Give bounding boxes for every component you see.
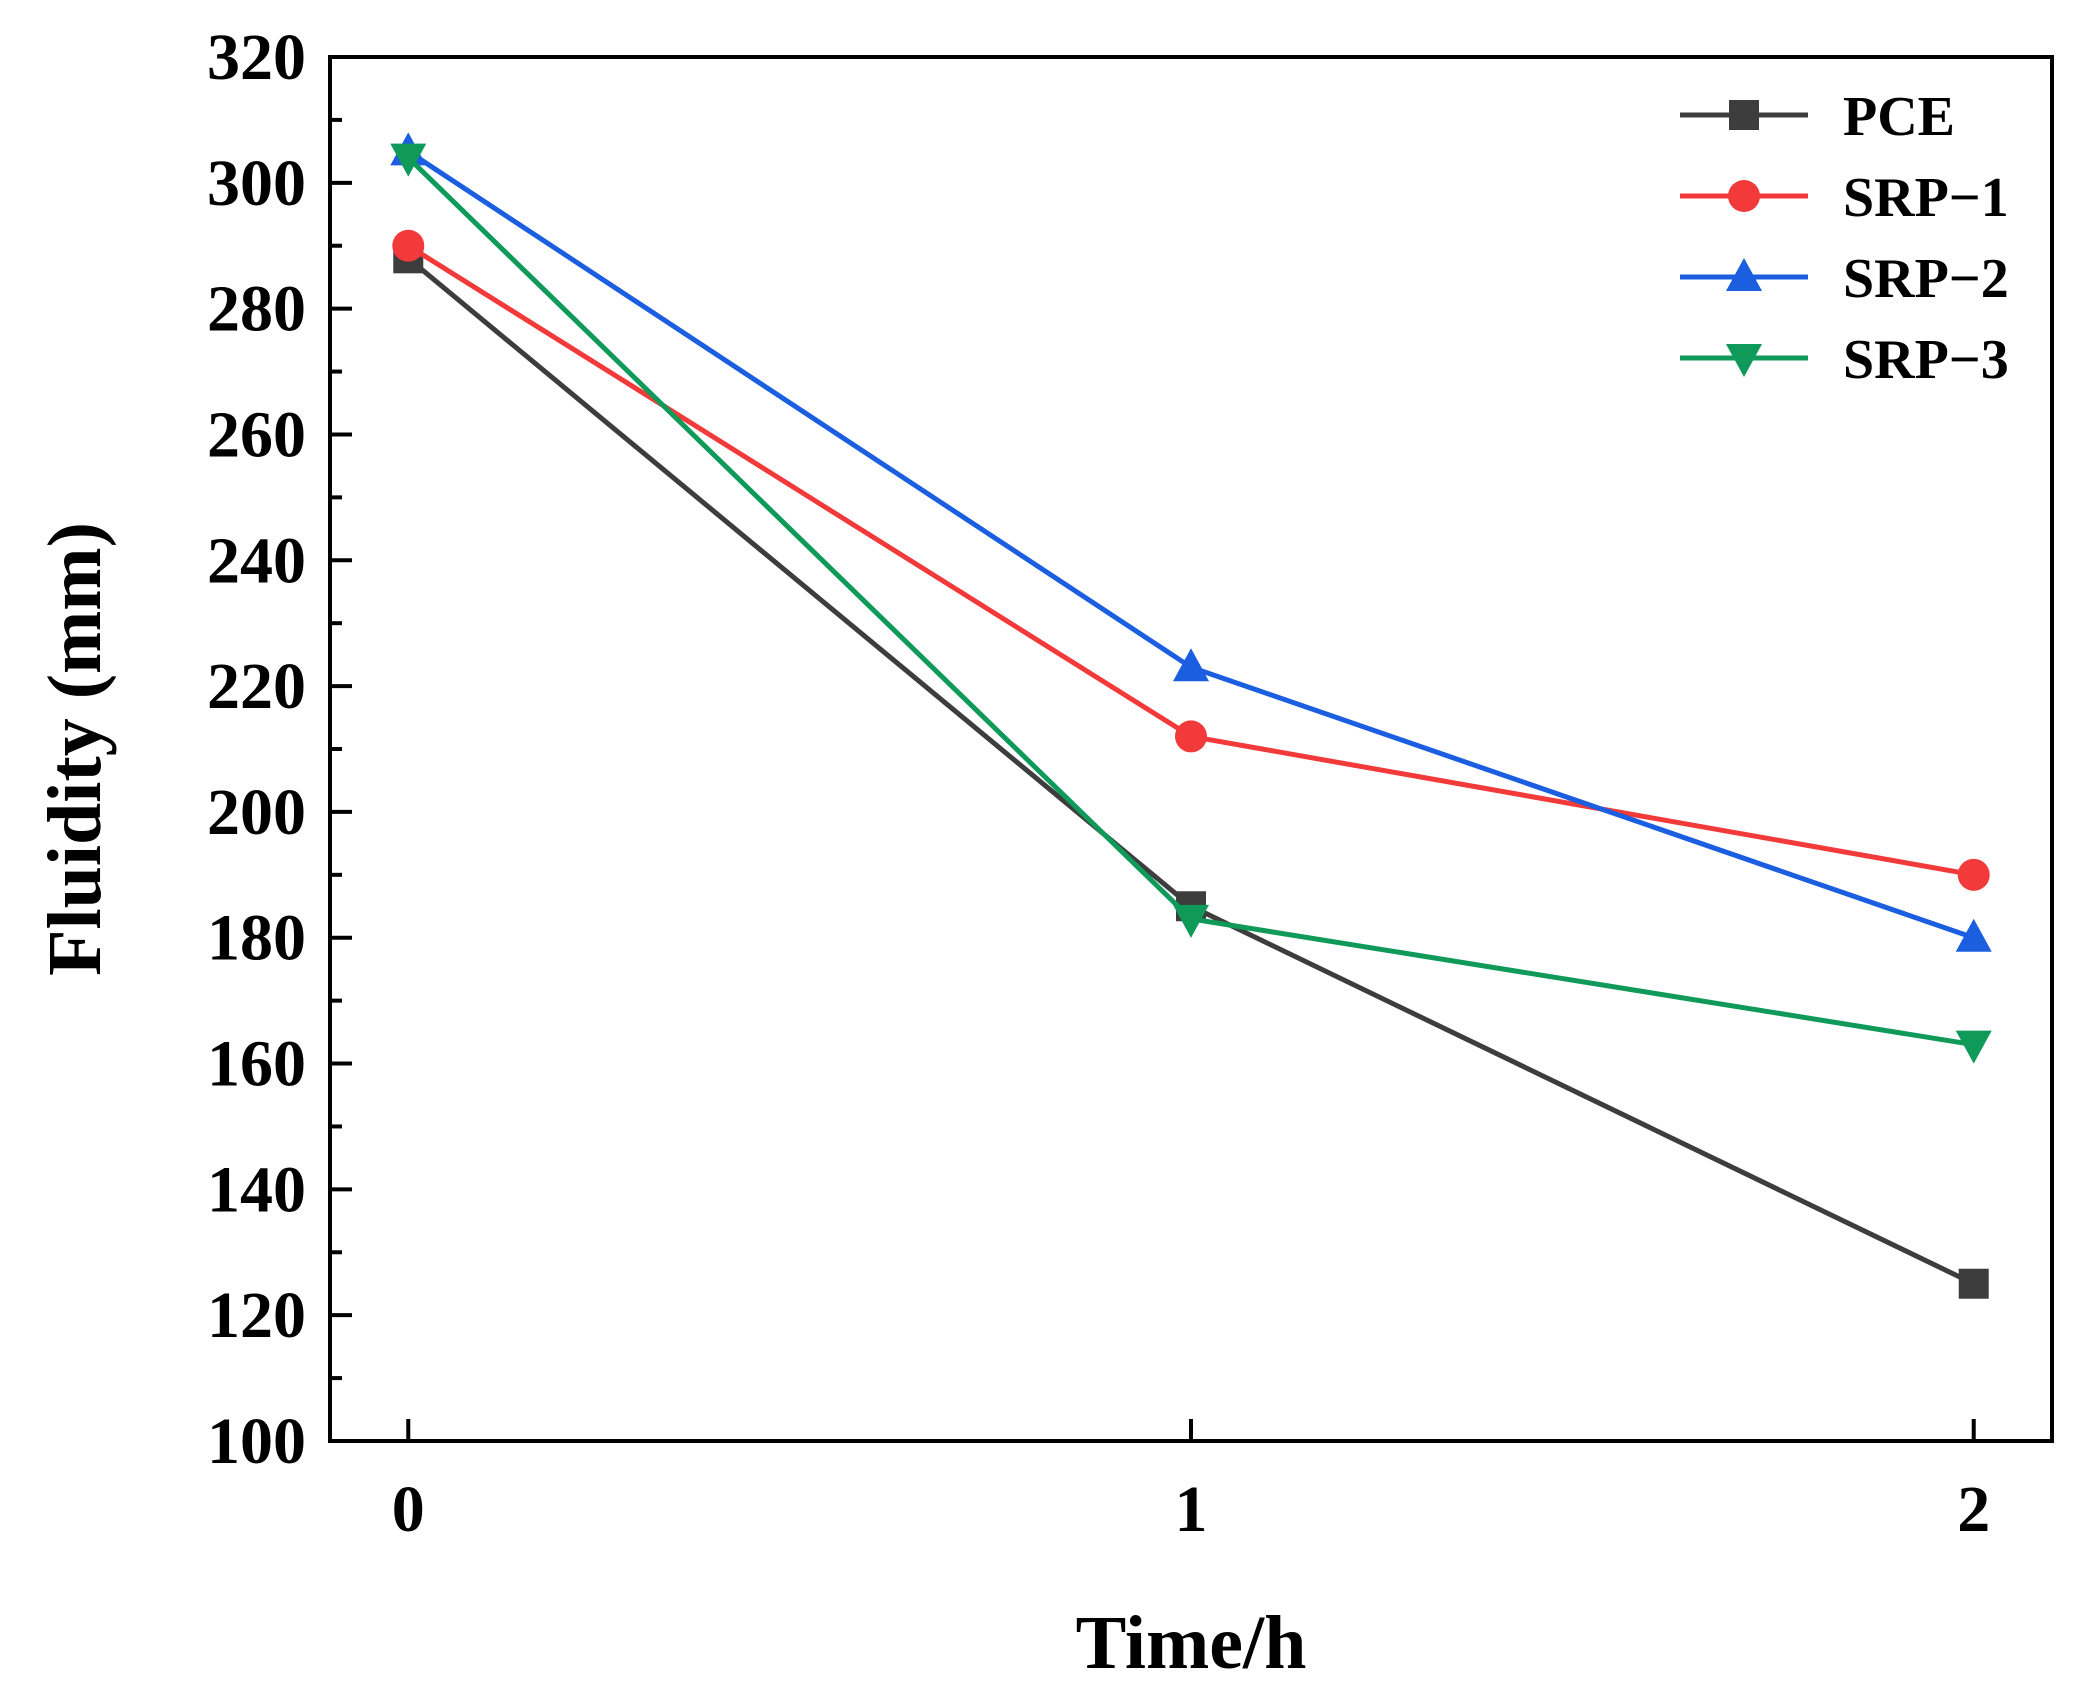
x-tick-label: 1 [1175,1473,1208,1546]
legend-marker [1729,100,1759,130]
legend-label: SRP−1 [1843,167,2009,229]
y-tick-label: 280 [207,273,306,346]
y-tick-label: 260 [207,398,306,471]
series-SRP−1 [392,229,1990,891]
y-tick-label: 220 [207,650,306,723]
legend-item: PCE [1680,86,1955,148]
y-tick-label: 180 [207,902,306,975]
y-tick-label: 100 [207,1405,306,1478]
series-line [406,256,1975,1286]
x-axis-title: Time/h [1076,1601,1307,1685]
series-PCE [393,243,1989,1299]
y-tick-label: 200 [207,776,306,849]
data-point [1955,1030,1992,1064]
y-tick-label: 120 [207,1279,306,1352]
y-axis: 100 120 140 160 180 200 220 240 260 280 300 320 [207,21,352,1478]
x-tick-label: 2 [1957,1473,1990,1546]
series-SRP−3 [390,143,1992,1064]
series-SRP−2 [390,132,1992,952]
legend-label: SRP−3 [1843,329,2009,391]
data-point [392,229,425,262]
data-point [1955,918,1992,952]
y-tick-label: 140 [207,1153,306,1226]
data-point [390,143,427,177]
legend-marker [1726,344,1762,377]
data-point [1175,720,1207,753]
y-tick-label: 240 [207,524,306,597]
series-group [390,132,1992,1299]
data-point [1958,1268,1989,1299]
legend-item: SRP−2 [1680,248,2009,310]
legend-label: SRP−2 [1843,248,2009,310]
legend-label: PCE [1843,86,1955,148]
legend-marker [1726,258,1762,291]
data-point [1173,904,1209,938]
data-point [1173,648,1209,682]
data-point [1957,858,1990,891]
y-axis-title: Fluidity (mm) [33,522,117,976]
legend-item: SRP−1 [1680,167,2009,229]
series-line [406,243,1975,878]
legend: PCE SRP−1 SRP−2 SRP−3 [1680,86,2009,391]
legend-item: SRP−3 [1680,329,2009,391]
y-tick-label: 300 [207,147,306,220]
x-tick-label: 0 [392,1473,425,1546]
legend-marker [1728,180,1760,212]
x-axis: 0 1 2 [392,1419,1990,1546]
y-tick-label: 160 [207,1028,306,1101]
y-tick-label: 320 [207,21,306,94]
